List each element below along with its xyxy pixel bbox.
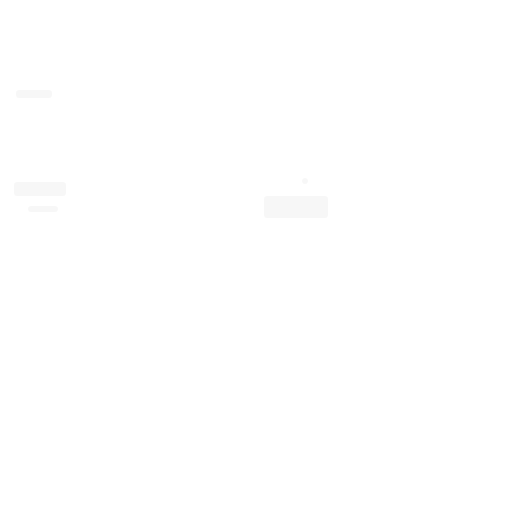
faint-artifact xyxy=(14,182,66,196)
faint-artifact xyxy=(302,178,308,184)
faint-artifact xyxy=(16,90,52,98)
faint-artifact xyxy=(264,196,328,218)
faint-artifact xyxy=(28,206,58,212)
